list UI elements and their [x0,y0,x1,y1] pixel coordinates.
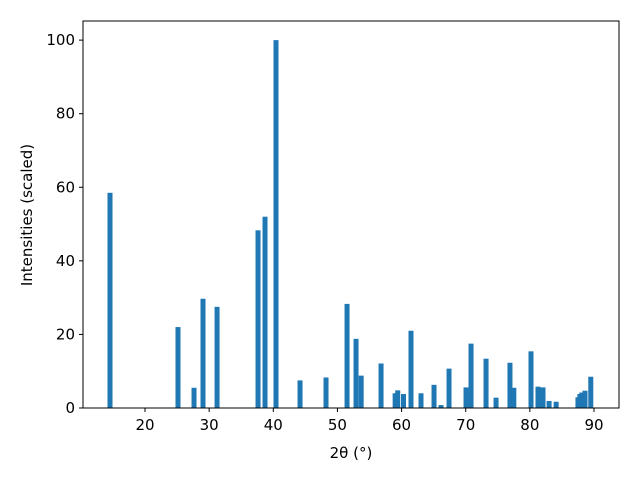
y-tick-label: 40 [56,252,75,270]
y-tick-label: 20 [56,325,75,343]
bar [588,376,594,408]
x-tick-label: 20 [135,416,154,434]
x-tick-label: 70 [456,416,475,434]
bar [214,306,220,408]
bar [273,40,279,409]
bar [468,343,474,408]
bar [483,358,489,408]
bar [344,303,350,408]
bar [255,230,261,408]
bar [431,384,437,408]
bar [553,401,559,408]
bar [297,380,303,408]
bar [353,338,359,408]
bar [511,387,517,408]
x-tick-label: 40 [264,416,283,434]
bar [418,393,424,408]
bar [395,390,401,408]
bar [582,390,588,408]
y-tick-label: 60 [56,178,75,196]
bar [438,405,444,408]
bar [446,368,452,408]
bar [400,394,406,408]
bar [200,298,206,408]
bar [507,362,513,408]
y-tick-label: 100 [46,31,75,49]
plot-frame [82,20,620,409]
bar [463,387,469,408]
bar [579,392,585,408]
bar [107,192,113,408]
bar [535,386,541,408]
bar [408,330,414,408]
bar [262,216,268,408]
bar [175,327,181,408]
y-axis-label: Intensities (scaled) [18,144,36,286]
bar [528,351,534,408]
bar [358,375,364,408]
x-axis-label: 2θ (°) [330,444,373,462]
x-tick-label: 50 [328,416,347,434]
bar [540,387,546,408]
bar [378,363,384,408]
y-tick-label: 80 [56,105,75,123]
bar [493,397,499,408]
x-tick-label: 90 [584,416,603,434]
y-tick-label: 0 [65,399,75,417]
bar [191,387,197,408]
bar [546,401,552,408]
x-tick-label: 30 [200,416,219,434]
bar [392,393,398,408]
x-tick-label: 60 [392,416,411,434]
bar [323,377,329,408]
x-tick-label: 80 [520,416,539,434]
